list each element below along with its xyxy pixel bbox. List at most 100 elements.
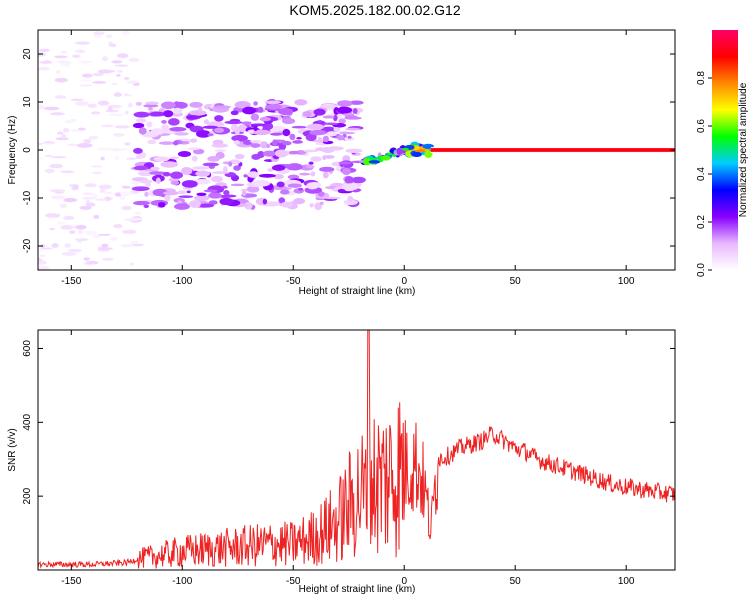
spectrogram-cell [177,150,192,157]
spectrogram-cell [309,203,314,208]
spectrogram-cell [145,101,159,105]
spectrogram-cell [381,155,391,161]
colorbar-tick-label: 0.0 [696,263,707,277]
spectrogram-cell [386,152,392,156]
spectrogram-cell [127,102,133,108]
spectrogram-cell [195,170,211,177]
spectrogram-band [430,148,675,152]
spectrogram-y-tick-label: 20 [22,48,33,60]
spectrogram-cell [262,150,276,157]
spectrogram-cell [74,49,86,53]
spectrogram-cell [126,94,132,97]
spectrogram-cell [54,77,69,83]
spectrogram-cell [161,101,176,110]
spectrogram-cell [317,119,323,123]
spectrogram-cell [170,171,184,179]
spectrogram-cell [131,181,141,185]
spectrogram-cell [93,34,102,38]
snr-y-axis-label: SNR (v/v) [7,428,18,471]
spectrogram-cell [219,197,234,206]
spectrogram-cell [345,127,361,131]
spectrogram-cell [39,48,50,52]
spectrogram-cell [84,183,97,188]
colorbar-gradient [712,30,738,270]
spectrogram-cell [211,171,230,175]
spectrogram-cell [174,132,189,136]
spectrogram-cell [253,101,258,106]
spectrogram-cell [223,189,230,196]
spectrogram-cell [82,230,96,234]
spectrogram-cell [77,229,84,235]
spectrogram-cell [296,137,302,140]
spectrogram-cell [79,84,93,87]
spectrogram-cell [344,116,362,120]
spectrogram-y-tick-label: 0 [22,147,33,153]
spectrogram-cell [116,147,130,151]
spectrogram-cell [263,201,281,207]
spectrogram-cell [124,142,131,146]
snr-series-line [38,330,675,569]
spectrogram-cell [323,196,342,200]
spectrogram-cell [97,247,113,250]
spectrogram-cell [177,190,187,195]
spectrogram-cell [338,161,352,165]
spectrogram-x-tick-label: -100 [172,276,192,287]
spectrogram-cell [273,173,284,180]
spectrogram-cell [221,185,228,189]
spectrogram-cell [62,128,70,133]
spectrogram-cell [424,150,433,159]
spectrogram-cell [333,126,341,133]
spectrogram-cell [333,114,338,122]
spectrogram-cell [150,166,160,171]
spectrogram-cell [77,60,92,64]
spectrogram-cell [126,80,139,84]
spectrogram-cell [51,156,67,159]
spectrogram-cell [196,130,211,138]
spectrogram-cell [202,125,219,129]
spectrogram-cell [97,233,111,236]
spectrogram-cell [105,34,113,38]
spectrogram-cell [258,173,276,178]
spectrogram-cell [103,191,113,195]
spectrogram-cell [39,60,53,64]
spectrogram-cell [75,101,89,106]
spectrogram-cell [147,139,157,145]
spectrogram-cell [294,99,308,106]
spectrogram-cell [60,170,75,173]
snr-y-ticks: 200 400 600 [22,340,675,504]
spectrogram-cell [181,180,198,188]
spectrogram-cell [99,188,106,193]
spectrogram-cell [241,190,247,197]
spectrogram-cell [43,106,60,111]
colorbar-tick-label: 0.6 [696,119,707,133]
snr-x-tick-label: -150 [61,576,81,587]
spectrogram-cell [114,155,119,161]
spectrogram-cell [289,133,296,141]
spectrogram-y-tick-label: -20 [22,238,33,253]
spectrogram-cell [38,104,45,110]
spectrogram-cell [83,257,90,261]
spectrogram-cell [243,174,248,178]
spectrogram-cell [50,112,65,116]
spectrogram-cell [72,54,81,58]
spectrogram-cell [162,171,171,177]
spectrogram-cell [208,192,222,199]
spectrogram-cell [93,214,100,219]
spectrogram-cell [326,146,344,151]
spectrogram-x-axis-label: Height of straight line (km) [299,286,416,297]
spectrogram-cell [276,181,285,188]
spectrogram-cell [310,171,316,177]
spectrogram-cell [123,218,139,222]
spectrogram-cell [61,251,77,256]
spectrogram-cell [133,200,150,206]
spectrogram-cell [69,230,76,234]
spectrogram-cell [59,203,68,208]
spectrogram-cell [336,134,345,141]
spectrogram-cell [55,70,61,74]
spectrogram-cell [326,131,337,137]
spectrogram-cell [238,124,248,133]
spectrogram-cell [292,140,303,144]
spectrogram-cell [189,138,198,143]
spectrogram-cell [128,57,140,62]
spectrogram-cell [211,143,229,148]
